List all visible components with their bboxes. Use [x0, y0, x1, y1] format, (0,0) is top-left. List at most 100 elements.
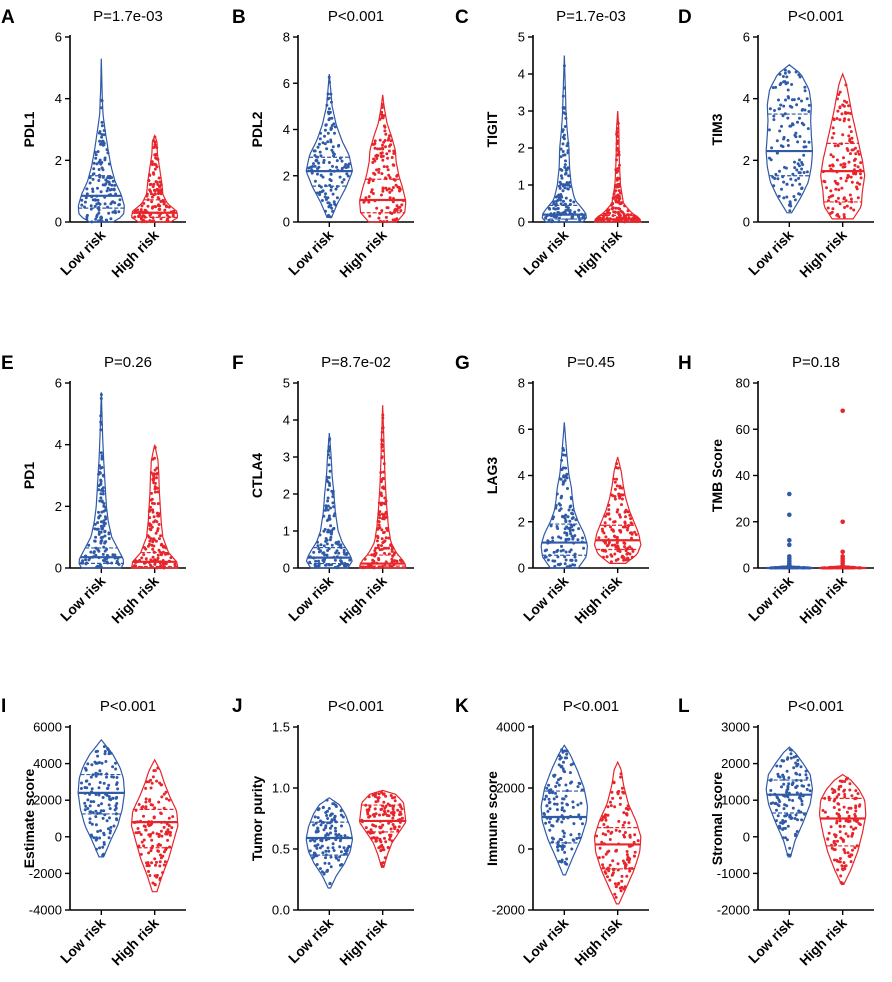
data-point — [153, 874, 157, 878]
data-point — [609, 525, 612, 529]
data-point — [560, 176, 564, 180]
data-point — [102, 133, 106, 137]
y-tick-label: -2000 — [717, 903, 750, 918]
data-point — [604, 852, 608, 856]
data-point — [785, 804, 789, 808]
data-point — [326, 528, 330, 532]
data-point — [553, 564, 557, 568]
data-point — [839, 881, 843, 884]
data-point — [88, 782, 91, 786]
data-point — [380, 456, 384, 460]
y-tick-label: 0 — [743, 215, 750, 230]
data-point — [156, 844, 160, 847]
data-point — [90, 822, 94, 826]
data-point — [582, 546, 586, 550]
data-point — [99, 414, 103, 418]
data-point — [156, 766, 160, 770]
data-point — [331, 495, 335, 499]
data-point — [792, 195, 796, 198]
data-point — [107, 836, 111, 840]
y-axis-label: TMB Score — [709, 439, 725, 512]
data-point — [325, 553, 329, 557]
data-point — [774, 801, 778, 805]
data-point — [624, 509, 628, 513]
data-point — [99, 482, 103, 486]
data-point — [797, 176, 801, 180]
data-point — [389, 544, 393, 548]
data-point — [92, 167, 96, 171]
data-point — [805, 787, 809, 791]
data-point — [853, 163, 857, 167]
data-point — [617, 153, 621, 157]
data-point — [316, 145, 320, 149]
data-point — [97, 530, 101, 534]
y-axis-label: PD1 — [21, 462, 37, 489]
data-point — [386, 809, 390, 813]
data-point — [147, 864, 151, 868]
data-point — [139, 208, 143, 212]
p-value-title: P=0.45 — [567, 354, 615, 371]
data-point — [328, 484, 332, 487]
data-point — [94, 815, 98, 819]
data-point — [103, 202, 107, 206]
y-tick-label: 0 — [283, 215, 290, 230]
data-point — [786, 116, 790, 120]
data-point — [563, 555, 567, 559]
data-point — [568, 771, 572, 775]
y-tick-label: 2 — [283, 168, 290, 183]
data-point — [323, 128, 327, 132]
y-tick-label: 2 — [55, 499, 62, 514]
data-point — [826, 837, 830, 841]
data-point — [141, 805, 145, 809]
data-point — [330, 543, 334, 547]
data-point — [152, 769, 156, 773]
data-point — [84, 779, 88, 783]
data-point — [846, 776, 849, 780]
y-tick-label: 0 — [55, 215, 62, 230]
data-point — [832, 118, 836, 122]
data-point — [94, 774, 98, 778]
data-point — [111, 210, 115, 214]
y-tick-label: 20 — [736, 514, 750, 529]
data-point — [622, 558, 626, 562]
data-point — [797, 73, 801, 77]
data-point — [564, 558, 568, 562]
data-point — [103, 183, 107, 187]
data-point — [100, 161, 104, 164]
data-point — [328, 204, 332, 208]
data-point — [88, 817, 92, 821]
data-point — [617, 194, 621, 198]
data-point — [324, 856, 327, 860]
data-point — [791, 122, 794, 126]
data-point — [616, 127, 620, 131]
data-point — [604, 871, 608, 875]
data-point — [834, 843, 838, 846]
data-point — [164, 790, 168, 794]
data-point — [144, 786, 148, 790]
data-point — [147, 178, 151, 182]
data-point — [315, 846, 319, 850]
data-point — [843, 793, 847, 796]
y-tick-label: -2000 — [29, 866, 62, 881]
data-point — [317, 550, 321, 554]
data-point — [626, 209, 630, 213]
data-point — [96, 527, 100, 531]
data-point — [107, 795, 111, 799]
data-point — [622, 555, 625, 559]
data-point — [147, 522, 151, 526]
data-point — [372, 142, 376, 146]
data-point — [803, 108, 807, 112]
data-point — [834, 835, 838, 839]
data-point — [150, 525, 154, 529]
y-tick-label: 6 — [518, 422, 525, 437]
data-point — [793, 198, 797, 202]
data-point — [633, 530, 637, 534]
data-point — [101, 535, 105, 539]
data-point — [627, 821, 631, 825]
violin-low-risk — [541, 55, 588, 224]
data-point — [850, 853, 854, 857]
data-point — [568, 550, 572, 554]
data-point — [625, 853, 629, 857]
data-point — [337, 551, 341, 555]
data-point — [335, 159, 339, 163]
